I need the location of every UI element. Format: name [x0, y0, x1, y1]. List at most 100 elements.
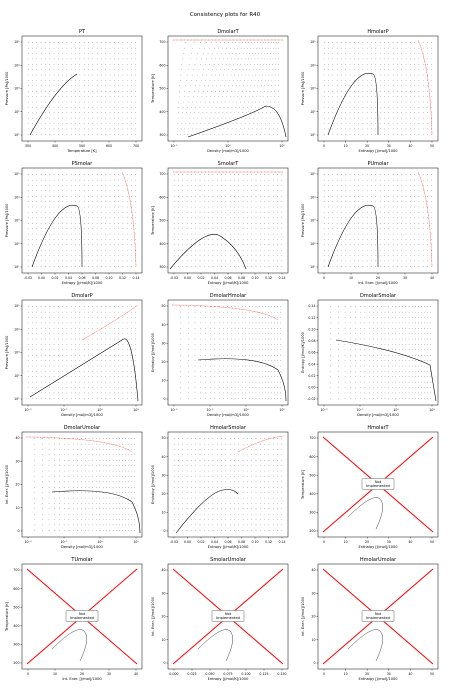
- state-point: [131, 128, 132, 130]
- state-point: [384, 58, 385, 60]
- state-point: [83, 317, 85, 318]
- state-point: [269, 69, 270, 70]
- state-point: [92, 376, 94, 378]
- state-point: [88, 80, 89, 81]
- state-point: [388, 233, 390, 235]
- state-point: [421, 322, 422, 324]
- state-point: [421, 338, 422, 340]
- state-point: [354, 42, 355, 43]
- state-point: [109, 96, 111, 97]
- state-point: [109, 513, 111, 515]
- state-point: [126, 311, 128, 313]
- state-point: [36, 58, 38, 60]
- x-tick-label: 0.12: [265, 276, 272, 280]
- state-point: [212, 190, 214, 192]
- state-point: [332, 260, 334, 262]
- state-point: [397, 266, 398, 267]
- state-point: [366, 260, 368, 262]
- state-point: [368, 371, 370, 372]
- state-point: [131, 371, 132, 372]
- state-point: [118, 201, 119, 202]
- state-point: [92, 212, 94, 213]
- y-tick-label: 500: [159, 219, 165, 223]
- state-point: [272, 53, 274, 54]
- state-point: [66, 233, 68, 235]
- state-point: [54, 470, 55, 472]
- state-point: [199, 244, 201, 246]
- state-point: [49, 360, 50, 361]
- state-point: [77, 486, 78, 488]
- state-point: [395, 311, 397, 313]
- state-point: [83, 328, 85, 329]
- state-point: [375, 185, 377, 186]
- y-tick-label: 20: [15, 483, 19, 487]
- state-point: [362, 239, 364, 240]
- state-point: [191, 128, 193, 130]
- state-point: [280, 344, 281, 345]
- state-point: [248, 392, 250, 394]
- state-point: [330, 360, 332, 361]
- state-point: [27, 53, 29, 54]
- state-point: [380, 349, 382, 351]
- state-point: [105, 174, 106, 175]
- state-point: [191, 228, 192, 229]
- state-point: [332, 101, 334, 103]
- state-point: [405, 322, 407, 324]
- state-point: [122, 96, 124, 97]
- state-point: [392, 255, 394, 256]
- state-point: [105, 260, 106, 262]
- state-point: [62, 249, 63, 251]
- state-point: [245, 365, 247, 367]
- state-point: [101, 196, 102, 197]
- state-point: [109, 360, 111, 361]
- state-point: [371, 112, 372, 114]
- state-point: [180, 371, 182, 372]
- state-point: [362, 42, 364, 43]
- state-point: [49, 134, 50, 135]
- state-point: [122, 360, 124, 361]
- state-point: [379, 96, 381, 97]
- state-point: [70, 128, 72, 130]
- state-point: [358, 117, 359, 119]
- state-point: [328, 53, 329, 54]
- state-point: [230, 134, 232, 135]
- x-tick-label: 10⁻¹: [60, 408, 68, 412]
- state-point: [105, 338, 106, 340]
- state-point: [188, 317, 189, 318]
- state-point: [199, 85, 201, 87]
- state-point: [242, 381, 243, 383]
- state-point: [401, 185, 402, 186]
- state-point: [242, 349, 243, 351]
- state-point: [336, 174, 338, 175]
- state-point: [131, 481, 132, 483]
- state-point: [122, 476, 123, 477]
- state-point: [245, 74, 246, 76]
- state-point: [88, 179, 89, 181]
- state-point: [392, 349, 393, 351]
- state-point: [344, 365, 346, 367]
- state-point: [34, 449, 36, 450]
- state-point: [360, 317, 361, 318]
- state-point: [421, 306, 422, 307]
- state-point: [384, 42, 385, 43]
- state-point: [194, 365, 196, 367]
- state-point: [114, 117, 115, 119]
- state-point: [332, 174, 334, 175]
- state-point: [379, 42, 381, 43]
- state-point: [242, 354, 243, 356]
- state-point: [83, 196, 85, 197]
- state-point: [109, 47, 111, 49]
- state-point: [402, 344, 403, 345]
- state-point: [234, 328, 236, 329]
- state-point: [70, 306, 72, 307]
- state-point: [101, 179, 102, 181]
- state-point: [251, 239, 252, 240]
- state-point: [194, 381, 196, 383]
- state-point: [278, 90, 279, 92]
- state-point: [101, 387, 102, 388]
- x-tick-label: 50: [430, 144, 434, 148]
- state-point: [122, 508, 123, 510]
- state-point: [330, 354, 332, 356]
- state-point: [260, 64, 261, 65]
- state-point: [126, 85, 128, 87]
